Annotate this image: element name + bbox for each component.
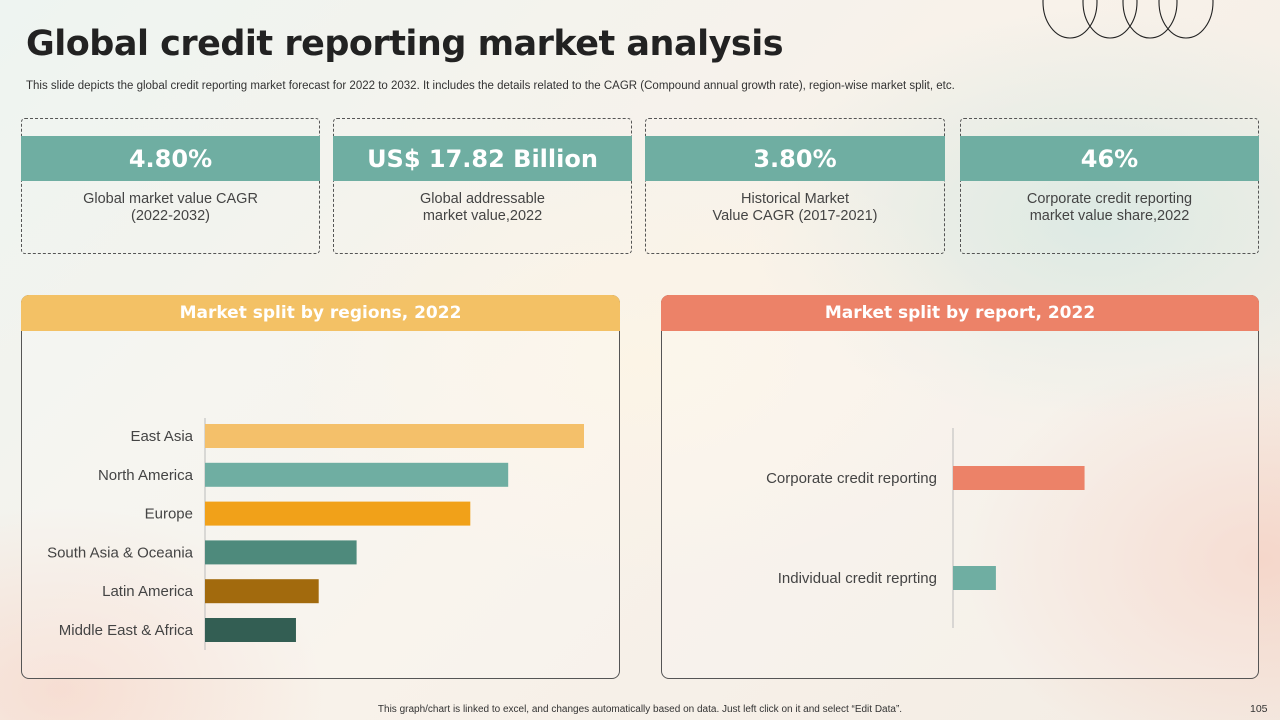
chart-panel-regions: Market split by regions, 2022 East Asia N… (21, 295, 620, 679)
bar-corporate-credit-reporting (953, 466, 1085, 490)
stat-value: US$ 17.82 Billion (333, 136, 632, 181)
stat-value: 46% (960, 136, 1259, 181)
stat-card-cagr: 4.80% Global market value CAGR (2022-203… (21, 118, 320, 254)
stat-label: Global market value CAGR (2022-2032) (83, 191, 258, 224)
bar-individual-credit-reprting (953, 566, 996, 590)
footnote: This graph/chart is linked to excel, and… (377, 704, 903, 715)
stat-card-market-value: US$ 17.82 Billion Global addressable mar… (333, 118, 632, 254)
category-label: North America (98, 467, 194, 484)
deco-ring-2 (1082, 0, 1138, 39)
category-label: Individual credit reprting (778, 570, 937, 587)
stat-label: Global addressable market value,2022 (420, 191, 545, 224)
bar-europe (205, 501, 471, 526)
page-subtitle: This slide depicts the global credit rep… (26, 80, 955, 92)
stat-label: Corporate credit reporting market value … (1026, 191, 1193, 224)
category-label: Corporate credit reporting (766, 470, 937, 487)
category-label: South Asia & Oceania (47, 544, 194, 561)
chart-title: Market split by regions, 2022 (21, 295, 620, 331)
deco-ring-3 (1122, 0, 1178, 39)
bar-middle-east-africa (205, 618, 296, 642)
chart-panel-report: Market split by report, 2022 Corporate c… (661, 295, 1259, 679)
bar-east-asia (205, 424, 584, 448)
stat-label: Historical Market Value CAGR (2017-2021) (712, 191, 878, 224)
deco-ring-4 (1158, 0, 1214, 39)
stat-value: 3.80% (645, 136, 945, 181)
chart-title: Market split by report, 2022 (661, 295, 1259, 331)
category-label: Middle East & Africa (59, 622, 194, 639)
bar-south-asia-oceania (205, 540, 357, 565)
category-label: East Asia (130, 428, 193, 445)
stat-card-historical-cagr: 3.80% Historical Market Value CAGR (2017… (645, 118, 945, 254)
decorative-circles (1042, 0, 1214, 39)
page-number: 105 (1250, 703, 1268, 715)
deco-ring-1 (1042, 0, 1098, 39)
stat-card-corporate-share: 46% Corporate credit reporting market va… (960, 118, 1259, 254)
report-bar-chart: Corporate credit reporting Individual cre… (766, 428, 1085, 628)
page-title: Global credit reporting market analysis (26, 24, 784, 64)
category-label: Latin America (102, 583, 194, 600)
regions-bar-chart: East Asia North America Europe South Asia &… (47, 418, 584, 650)
stat-value: 4.80% (21, 136, 320, 181)
category-label: Europe (145, 506, 193, 523)
bar-north-america (205, 462, 509, 487)
bar-latin-america (205, 579, 319, 604)
